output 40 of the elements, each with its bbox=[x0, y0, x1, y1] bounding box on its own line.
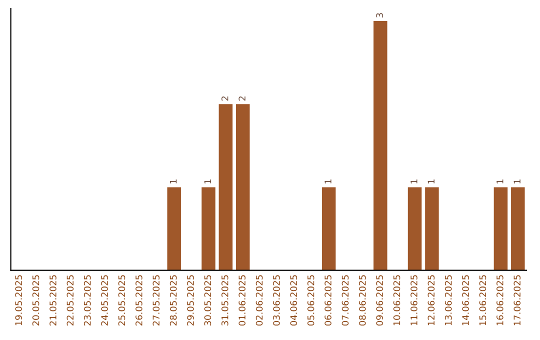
data-label: 1 bbox=[496, 180, 504, 184]
x-tick-label: 29.05.2025 bbox=[187, 275, 194, 326]
data-label: 1 bbox=[324, 180, 332, 184]
x-tick-label: 01.06.2025 bbox=[238, 275, 246, 326]
x-tick-label: 16.06.2025 bbox=[496, 275, 504, 326]
x-tick-label: 02.06.2025 bbox=[256, 275, 263, 326]
x-tick-label: 12.06.2025 bbox=[428, 275, 435, 326]
x-tick-label: 26.05.2025 bbox=[136, 275, 142, 326]
data-label: 2 bbox=[238, 96, 246, 101]
x-tick-label: 04.06.2025 bbox=[290, 275, 298, 326]
data-label: 1 bbox=[514, 180, 520, 184]
x-tick-label: 24.05.2025 bbox=[101, 275, 108, 326]
x-tick-label: 30.05.2025 bbox=[204, 275, 212, 326]
x-tick-label: 17.06.2025 bbox=[514, 275, 521, 326]
x-tick-label: 03.06.2025 bbox=[273, 275, 280, 326]
x-tick-label: 27.05.2025 bbox=[152, 275, 160, 326]
x-tick-label: 31.05.2025 bbox=[221, 275, 228, 326]
x-tick-label: 08.06.2025 bbox=[358, 275, 366, 326]
x-tick-label: 10.06.2025 bbox=[393, 275, 400, 326]
x-tick-label: 09.06.2025 bbox=[376, 275, 384, 326]
x-tick-label: 20.05.2025 bbox=[32, 275, 40, 326]
x-tick-label: 05.06.2025 bbox=[307, 275, 314, 326]
data-label: 1 bbox=[204, 180, 211, 184]
data-label: 2 bbox=[221, 96, 228, 101]
x-tick-label: 13.06.2025 bbox=[444, 275, 452, 326]
data-label: 3 bbox=[376, 13, 384, 18]
x-tick-label: 25.05.2025 bbox=[118, 275, 126, 326]
x-tick-label: 14.06.2025 bbox=[462, 275, 469, 326]
data-label: 1 bbox=[410, 180, 418, 184]
data-label: 1 bbox=[170, 180, 177, 184]
x-tick-label: 28.05.2025 bbox=[170, 275, 177, 326]
x-tick-label: 22.05.2025 bbox=[66, 275, 74, 326]
x-tick-label: 06.06.2025 bbox=[324, 275, 332, 326]
x-tick-label: 19.05.2025 bbox=[15, 275, 22, 326]
x-tick-label: 07.06.2025 bbox=[342, 275, 349, 326]
x-tick-label: 15.06.2025 bbox=[479, 275, 486, 326]
x-tick-label: 21.05.2025 bbox=[50, 275, 56, 326]
x-tick-label: 11.06.2025 bbox=[410, 275, 418, 326]
data-label: 1 bbox=[428, 180, 434, 184]
x-tick-label: 23.05.2025 bbox=[84, 275, 91, 326]
